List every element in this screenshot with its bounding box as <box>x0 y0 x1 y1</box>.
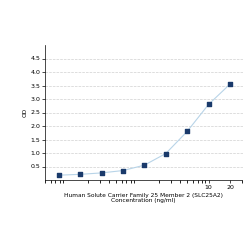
Point <box>164 152 168 156</box>
Point <box>206 102 210 106</box>
X-axis label: Human Solute Carrier Family 25 Member 2 (SLC25A2)
Concentration (ng/ml): Human Solute Carrier Family 25 Member 2 … <box>64 193 223 203</box>
Point <box>228 82 232 86</box>
Point <box>142 163 146 167</box>
Point <box>121 168 125 172</box>
Point <box>185 130 189 134</box>
Point <box>78 172 82 176</box>
Point <box>100 171 104 175</box>
Point <box>57 173 61 177</box>
Y-axis label: OD: OD <box>22 108 28 117</box>
